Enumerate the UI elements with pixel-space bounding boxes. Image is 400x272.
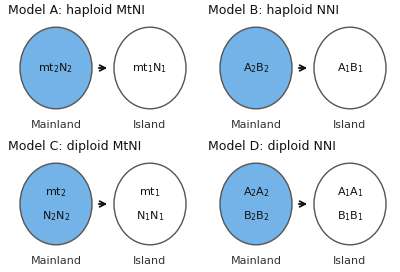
Ellipse shape (314, 27, 386, 109)
Ellipse shape (20, 27, 92, 109)
Text: mt$_2$N$_2$: mt$_2$N$_2$ (38, 61, 74, 75)
Ellipse shape (220, 27, 292, 109)
Text: Island: Island (133, 256, 167, 266)
Text: A$_1$A$_1$: A$_1$A$_1$ (336, 185, 364, 199)
Text: N$_2$N$_2$: N$_2$N$_2$ (42, 209, 70, 223)
Ellipse shape (114, 163, 186, 245)
Text: Mainland: Mainland (230, 120, 282, 130)
Text: Island: Island (133, 120, 167, 130)
Text: Mainland: Mainland (230, 256, 282, 266)
Text: A$_1$B$_1$: A$_1$B$_1$ (336, 61, 364, 75)
Text: Model D: diploid NNI: Model D: diploid NNI (208, 140, 336, 153)
Text: B$_1$B$_1$: B$_1$B$_1$ (336, 209, 364, 223)
Text: N$_1$N$_1$: N$_1$N$_1$ (136, 209, 164, 223)
Text: Island: Island (333, 256, 367, 266)
Text: Mainland: Mainland (30, 120, 82, 130)
Ellipse shape (20, 163, 92, 245)
Ellipse shape (314, 163, 386, 245)
Ellipse shape (220, 163, 292, 245)
Text: Model C: diploid MtNI: Model C: diploid MtNI (8, 140, 141, 153)
Text: A$_2$A$_2$: A$_2$A$_2$ (242, 185, 270, 199)
Text: A$_2$B$_2$: A$_2$B$_2$ (242, 61, 270, 75)
Text: Model B: haploid NNI: Model B: haploid NNI (208, 4, 339, 17)
Ellipse shape (114, 27, 186, 109)
Text: Island: Island (333, 120, 367, 130)
Text: mt$_1$: mt$_1$ (139, 185, 161, 199)
Text: mt$_1$N$_1$: mt$_1$N$_1$ (132, 61, 168, 75)
Text: B$_2$B$_2$: B$_2$B$_2$ (242, 209, 270, 223)
Text: Mainland: Mainland (30, 256, 82, 266)
Text: Model A: haploid MtNI: Model A: haploid MtNI (8, 4, 145, 17)
Text: mt$_2$: mt$_2$ (45, 185, 67, 199)
